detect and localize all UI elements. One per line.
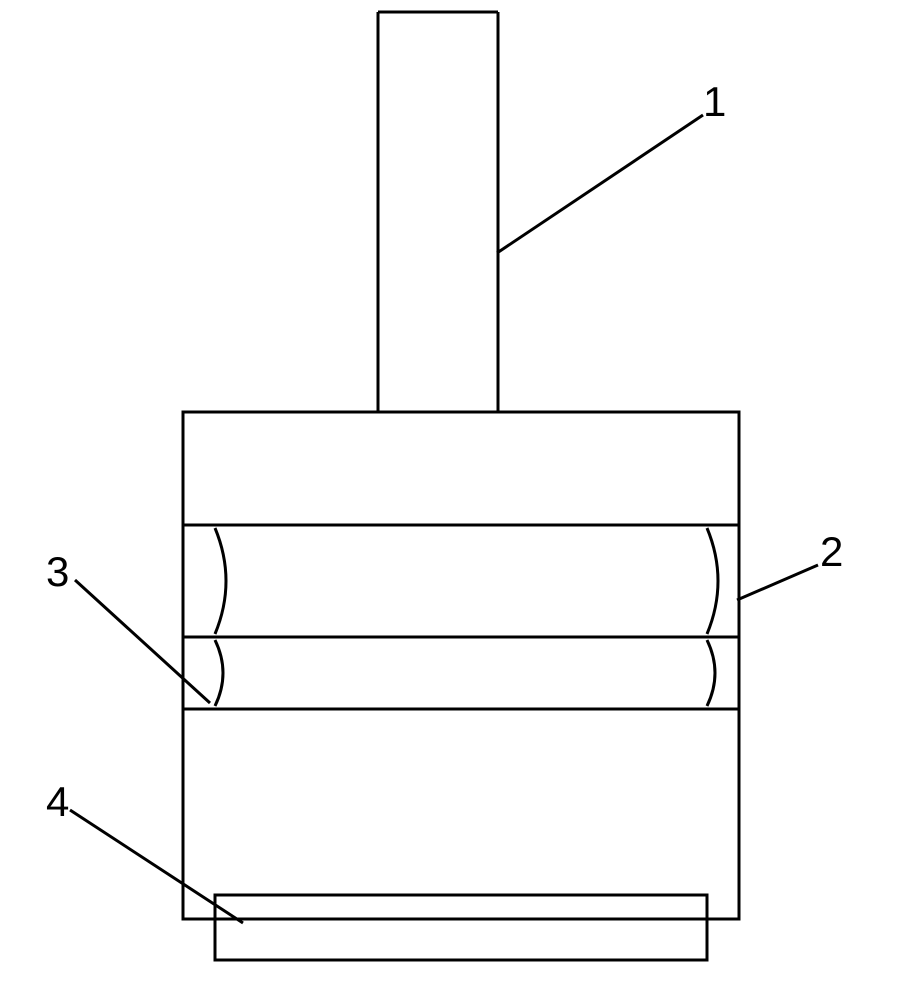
technical-diagram (0, 0, 918, 1000)
label-3: 3 (46, 548, 69, 596)
label-1: 1 (703, 78, 726, 126)
label-4: 4 (46, 778, 69, 826)
label-2: 2 (820, 528, 843, 576)
